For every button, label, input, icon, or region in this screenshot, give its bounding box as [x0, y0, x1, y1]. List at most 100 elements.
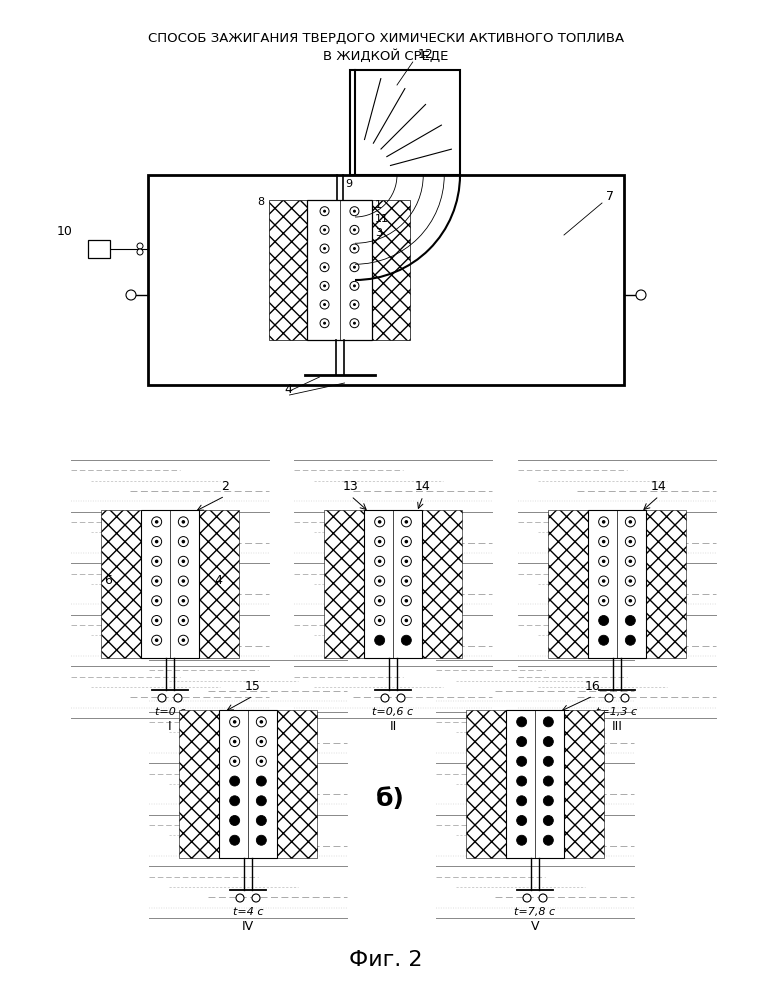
Circle shape	[155, 638, 158, 642]
Circle shape	[516, 756, 527, 766]
Circle shape	[151, 516, 161, 526]
Circle shape	[401, 635, 411, 645]
Circle shape	[178, 516, 188, 526]
Circle shape	[181, 638, 185, 642]
Circle shape	[350, 319, 359, 328]
Circle shape	[320, 282, 329, 291]
Circle shape	[378, 539, 381, 543]
Text: 12: 12	[418, 48, 434, 61]
Circle shape	[374, 576, 384, 586]
Circle shape	[628, 579, 632, 582]
Circle shape	[256, 776, 266, 786]
Circle shape	[401, 615, 411, 625]
Circle shape	[256, 717, 266, 727]
Circle shape	[181, 579, 185, 582]
Circle shape	[543, 776, 554, 786]
Circle shape	[516, 835, 527, 845]
Circle shape	[151, 556, 161, 566]
Circle shape	[350, 226, 359, 235]
Circle shape	[256, 835, 266, 845]
Circle shape	[602, 599, 605, 602]
Circle shape	[353, 266, 356, 269]
Circle shape	[625, 556, 635, 566]
Circle shape	[181, 599, 185, 602]
Circle shape	[353, 229, 356, 232]
Text: 3: 3	[375, 228, 382, 238]
Circle shape	[229, 815, 239, 825]
Text: 14: 14	[415, 480, 431, 493]
Circle shape	[151, 576, 161, 586]
Circle shape	[628, 520, 632, 523]
Bar	[466, 710, 506, 858]
Circle shape	[155, 559, 158, 563]
Circle shape	[374, 635, 384, 645]
Circle shape	[625, 595, 635, 605]
Circle shape	[405, 559, 408, 563]
Circle shape	[598, 556, 608, 566]
Circle shape	[178, 576, 188, 586]
Circle shape	[628, 599, 632, 602]
Circle shape	[229, 736, 239, 746]
Text: 9: 9	[346, 179, 353, 189]
Circle shape	[374, 536, 384, 546]
Circle shape	[625, 516, 635, 526]
Text: 7: 7	[606, 190, 614, 203]
Circle shape	[178, 556, 188, 566]
Text: 15: 15	[245, 680, 261, 693]
Circle shape	[323, 210, 326, 213]
Circle shape	[155, 579, 158, 582]
Circle shape	[178, 615, 188, 625]
Circle shape	[397, 694, 405, 702]
Circle shape	[605, 694, 613, 702]
Circle shape	[598, 615, 608, 625]
Circle shape	[628, 539, 632, 543]
Text: 6: 6	[104, 574, 112, 587]
Circle shape	[229, 756, 239, 766]
Circle shape	[602, 539, 605, 543]
Circle shape	[401, 576, 411, 586]
Circle shape	[256, 796, 266, 806]
Text: IV: IV	[242, 919, 254, 932]
Circle shape	[256, 815, 266, 825]
Circle shape	[320, 207, 329, 216]
Text: 16: 16	[585, 680, 601, 693]
Bar	[372, 200, 410, 340]
Text: 10: 10	[57, 225, 73, 238]
Circle shape	[137, 249, 143, 255]
Circle shape	[155, 539, 158, 543]
Circle shape	[405, 579, 408, 582]
Text: Фиг. 2: Фиг. 2	[349, 950, 423, 970]
Bar	[101, 510, 141, 658]
Circle shape	[543, 835, 554, 845]
Circle shape	[229, 796, 239, 806]
Circle shape	[602, 579, 605, 582]
Text: 11: 11	[375, 214, 389, 224]
Bar	[269, 200, 307, 340]
Bar	[506, 710, 564, 858]
Circle shape	[405, 618, 408, 622]
Circle shape	[320, 226, 329, 235]
Circle shape	[181, 559, 185, 563]
Text: 4: 4	[214, 574, 222, 587]
Circle shape	[598, 595, 608, 605]
Circle shape	[350, 207, 359, 216]
Text: 1: 1	[375, 200, 382, 210]
Circle shape	[158, 694, 166, 702]
Circle shape	[151, 635, 161, 645]
Bar	[148, 175, 624, 385]
Circle shape	[155, 520, 158, 523]
Circle shape	[353, 210, 356, 213]
Circle shape	[256, 756, 266, 766]
Circle shape	[178, 635, 188, 645]
Circle shape	[233, 740, 236, 743]
Circle shape	[323, 247, 326, 250]
Circle shape	[378, 520, 381, 523]
Circle shape	[178, 536, 188, 546]
Circle shape	[378, 559, 381, 563]
Bar	[548, 510, 588, 658]
Circle shape	[320, 244, 329, 253]
Circle shape	[323, 229, 326, 232]
Circle shape	[543, 796, 554, 806]
Text: 13: 13	[343, 480, 359, 493]
Circle shape	[378, 579, 381, 582]
